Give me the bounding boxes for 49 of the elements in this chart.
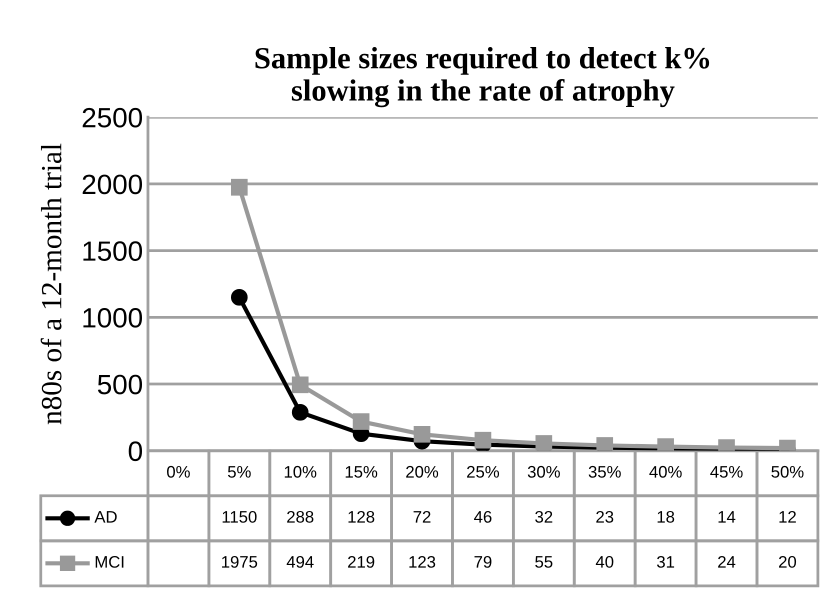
data-label: 1975 (222, 556, 258, 568)
x-tick-label: 30% (528, 466, 560, 478)
y-tick-label: 500 (98, 374, 142, 394)
point (230, 178, 248, 196)
data-label: 128 (348, 510, 374, 523)
y-axis-title: n80s of a 12-month trial (40, 144, 62, 424)
legend-label: AD (94, 511, 117, 523)
data-label: 31 (657, 556, 674, 568)
data-label: 123 (409, 556, 436, 568)
y-tick-label: 2500 (82, 108, 142, 128)
y-tick-label: 2000 (82, 174, 142, 194)
y-tick-label: 1500 (83, 241, 142, 261)
point (535, 435, 552, 451)
point (230, 288, 248, 306)
x-tick-label: 45% (710, 466, 743, 478)
data-label: 12 (779, 510, 796, 523)
chart-title: Sample sizes required to detect k% slowing in the rate of atrophy (256, 47, 710, 108)
y-tick-label: 0 (128, 441, 142, 462)
x-tick-label: 0% (167, 466, 190, 478)
x-tick-label: 35% (588, 466, 621, 478)
point (352, 413, 370, 430)
data-label: 288 (287, 510, 314, 523)
y-tick-label: 1000 (83, 308, 142, 328)
legend-label: MCI (96, 556, 124, 568)
data-label: 40 (596, 556, 614, 568)
x-tick-label: 20% (406, 466, 438, 478)
data-label: 79 (474, 556, 492, 568)
data-label: 20 (779, 556, 796, 568)
data-label: 14 (718, 511, 736, 523)
data-label: 494 (286, 556, 314, 568)
x-tick-label: 25% (467, 466, 500, 478)
x-tick-label: 5% (228, 466, 251, 478)
point (292, 376, 309, 394)
x-tick-label: 50% (771, 466, 804, 478)
point (414, 426, 430, 443)
point (474, 432, 492, 449)
data-label: 18 (658, 510, 674, 523)
data-label: 32 (535, 510, 552, 523)
x-tick-label: 10% (284, 466, 316, 478)
x-tick-label: 40% (649, 466, 682, 478)
data-label: 46 (474, 510, 492, 523)
data-label: 72 (414, 510, 430, 523)
data-label: 23 (596, 510, 614, 523)
data-label: 219 (348, 556, 374, 568)
x-tick-label: 15% (346, 466, 378, 478)
data-label: 1150 (222, 510, 257, 523)
data-label: 55 (535, 556, 552, 568)
data-label: 24 (718, 556, 736, 568)
point (292, 404, 309, 421)
